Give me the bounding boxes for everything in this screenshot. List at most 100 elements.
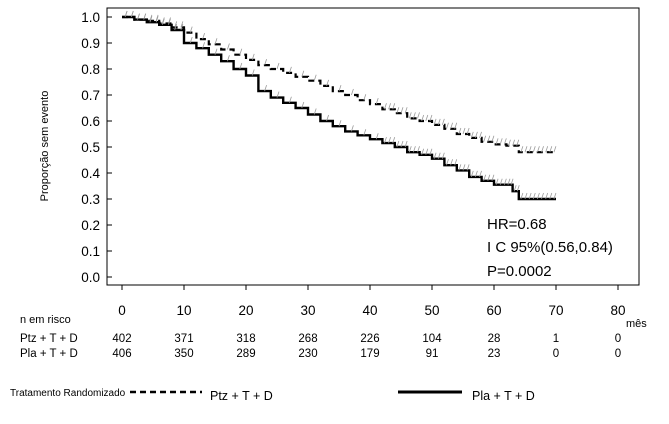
- censor-mark: [408, 146, 412, 153]
- censor-mark: [392, 103, 396, 110]
- y-tick-label: 0.5: [81, 140, 100, 155]
- censor-mark: [524, 146, 528, 153]
- censor-mark: [483, 135, 487, 142]
- censor-mark: [161, 18, 165, 25]
- x-tick-label: 40: [362, 303, 377, 318]
- risk-cell: 268: [298, 333, 317, 345]
- censor-mark: [413, 146, 416, 153]
- censor-mark: [458, 164, 462, 171]
- censor-mark: [513, 185, 517, 192]
- censor-mark: [413, 112, 416, 119]
- censor-mark: [326, 114, 329, 122]
- censor-mark: [425, 148, 429, 155]
- censor-mark: [524, 192, 528, 200]
- censor-mark: [520, 192, 524, 200]
- series-line-pla: [122, 15, 556, 201]
- legend-label-pla: Pla + T + D: [472, 389, 535, 403]
- y-axis: 0.0 0.1 0.2 0.3 0.4 0.5 0.6 0.7 0.8 0.9 1.0: [81, 10, 112, 285]
- risk-cell: 179: [360, 348, 379, 360]
- censor-mark: [301, 70, 305, 77]
- censor-mark: [404, 107, 408, 114]
- ci-annotation: I C 95%(0.56,0.84): [487, 239, 613, 256]
- censor-mark: [475, 170, 478, 178]
- censor-mark: [388, 136, 391, 144]
- censor-mark: [541, 192, 544, 200]
- censor-mark: [351, 88, 354, 96]
- censor-mark: [532, 146, 536, 153]
- censor-mark: [437, 118, 441, 126]
- risk-cell: 91: [426, 348, 439, 360]
- censor-mark: [462, 164, 466, 171]
- risk-cell: 318: [236, 333, 255, 345]
- risk-cell: 406: [112, 348, 131, 360]
- risk-cell: 350: [174, 348, 193, 360]
- censor-mark: [400, 140, 404, 148]
- censor-mark: [487, 135, 491, 142]
- y-tick-label: 0.6: [81, 114, 100, 129]
- censor-mark: [276, 91, 280, 98]
- censor-mark: [417, 146, 420, 153]
- hr-annotation: HR=0.68: [487, 216, 547, 233]
- risk-cell: 230: [298, 348, 317, 360]
- censor-mark: [351, 125, 354, 132]
- y-tick-label: 0.0: [81, 270, 100, 285]
- censor-mark: [470, 170, 474, 178]
- censor-mark: [516, 185, 520, 192]
- y-tick-label: 0.8: [81, 62, 100, 77]
- censor-mark: [301, 101, 305, 109]
- censor-mark: [384, 103, 387, 110]
- censor-mark: [388, 103, 391, 110]
- censor-mark: [549, 146, 553, 153]
- legend-title: Tratamento Randomizado: [10, 388, 126, 399]
- censor-mark: [239, 48, 243, 55]
- x-axis: 0 10 20 30 40 50 60 70 80: [118, 285, 626, 318]
- censor-mark: [466, 164, 470, 171]
- censor-mark: [454, 159, 458, 166]
- censor-mark: [264, 84, 267, 92]
- censor-mark: [454, 122, 458, 129]
- risk-row-label-pla: Pla + T + D: [20, 348, 78, 360]
- censor-mark: [425, 114, 429, 122]
- censor-mark: [124, 10, 128, 18]
- censor-mark: [396, 140, 400, 148]
- censor-mark: [404, 140, 408, 148]
- censor-mark: [487, 174, 491, 181]
- censor-mark: [251, 53, 255, 61]
- censor-mark: [549, 192, 553, 200]
- censor-mark: [174, 23, 178, 31]
- censor-mark: [499, 138, 503, 145]
- censor-mark: [495, 178, 499, 185]
- censor-mark: [363, 94, 367, 101]
- censor-mark: [491, 174, 495, 181]
- censor-mark: [545, 192, 549, 200]
- censor-mark: [155, 16, 159, 23]
- censor-mark: [251, 69, 255, 76]
- y-tick-label: 0.1: [81, 244, 100, 259]
- censor-mark: [520, 146, 524, 153]
- x-tick-label: 70: [548, 303, 563, 318]
- risk-row-label-ptz: Ptz + T + D: [20, 333, 78, 345]
- censor-mark: [313, 108, 317, 115]
- y-tick-label: 0.7: [81, 88, 100, 103]
- censor-mark: [214, 48, 218, 55]
- censor-mark: [508, 139, 511, 146]
- censor-mark: [507, 178, 511, 185]
- censor-mark: [180, 21, 184, 28]
- censor-mark: [441, 118, 445, 126]
- censor-mark: [264, 58, 267, 66]
- censor-mark: [433, 118, 437, 126]
- censor-mark: [510, 178, 514, 185]
- series-line-ptz: [122, 15, 556, 154]
- censor-mark: [174, 21, 178, 28]
- risk-cell: 226: [360, 333, 379, 345]
- censor-mark: [429, 114, 433, 122]
- y-tick-label: 1.0: [81, 10, 100, 25]
- x-tick-label: 80: [610, 303, 625, 318]
- censor-mark: [479, 170, 482, 178]
- censor-mark: [441, 152, 445, 159]
- censor-mark: [417, 112, 420, 119]
- censor-mark: [421, 148, 425, 155]
- risk-table-title: n em risco: [20, 314, 71, 326]
- censor-mark: [537, 192, 540, 200]
